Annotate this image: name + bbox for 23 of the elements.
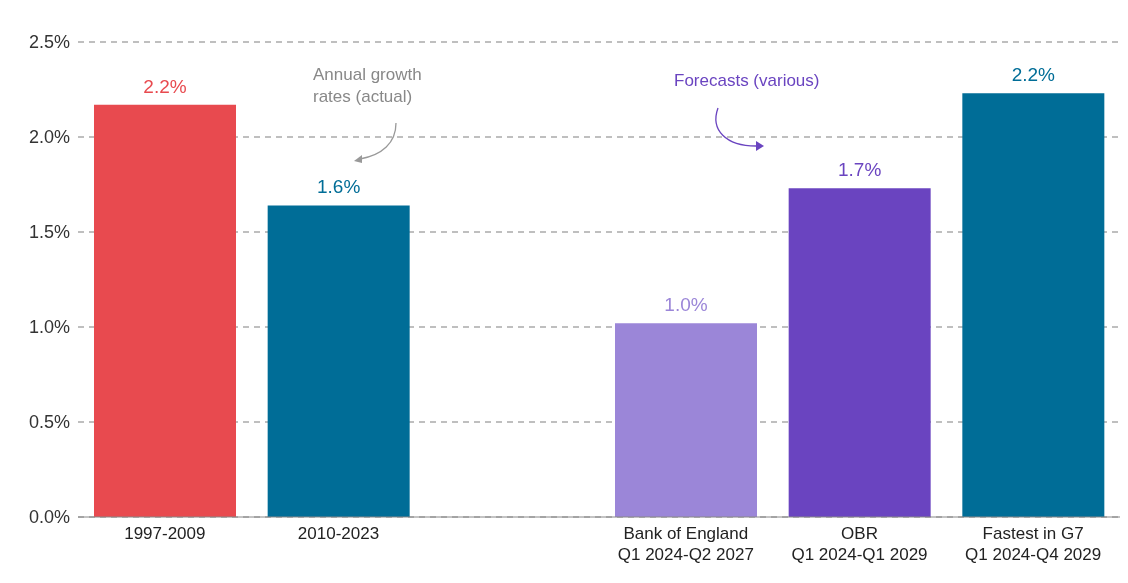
bar [267, 205, 410, 517]
x-tick-label: 1997-2009 [124, 524, 206, 543]
y-tick-label: 2.5% [28, 32, 70, 53]
y-tick-label: 0.0% [28, 507, 70, 528]
annotation: Annual growth rates (actual) [313, 64, 423, 108]
x-tick-label: Bank of England Q1 2024-Q2 2027 [617, 524, 754, 564]
data-label: 1.6% [317, 176, 361, 198]
x-tick-label: Fastest in G7 Q1 2024-Q4 2029 [965, 524, 1102, 564]
y-tick-label: 1.0% [28, 317, 70, 338]
data-label: 2.2% [1011, 64, 1056, 86]
y-tick-label: 2.0% [28, 127, 70, 148]
y-tick-label: 0.5% [28, 412, 70, 433]
bar [788, 188, 931, 517]
bar [94, 104, 236, 517]
annotation: Forecasts (various) [674, 71, 820, 91]
bar [615, 323, 757, 517]
data-label: 1.7% [838, 159, 882, 181]
y-tick-label: 1.5% [28, 222, 70, 243]
data-label: 2.2% [143, 75, 187, 97]
data-label: 1.0% [664, 294, 708, 316]
x-tick-label: 2010-2023 [297, 524, 380, 543]
bar [962, 93, 1105, 517]
x-tick-label: OBR Q1 2024-Q1 2029 [791, 524, 928, 564]
